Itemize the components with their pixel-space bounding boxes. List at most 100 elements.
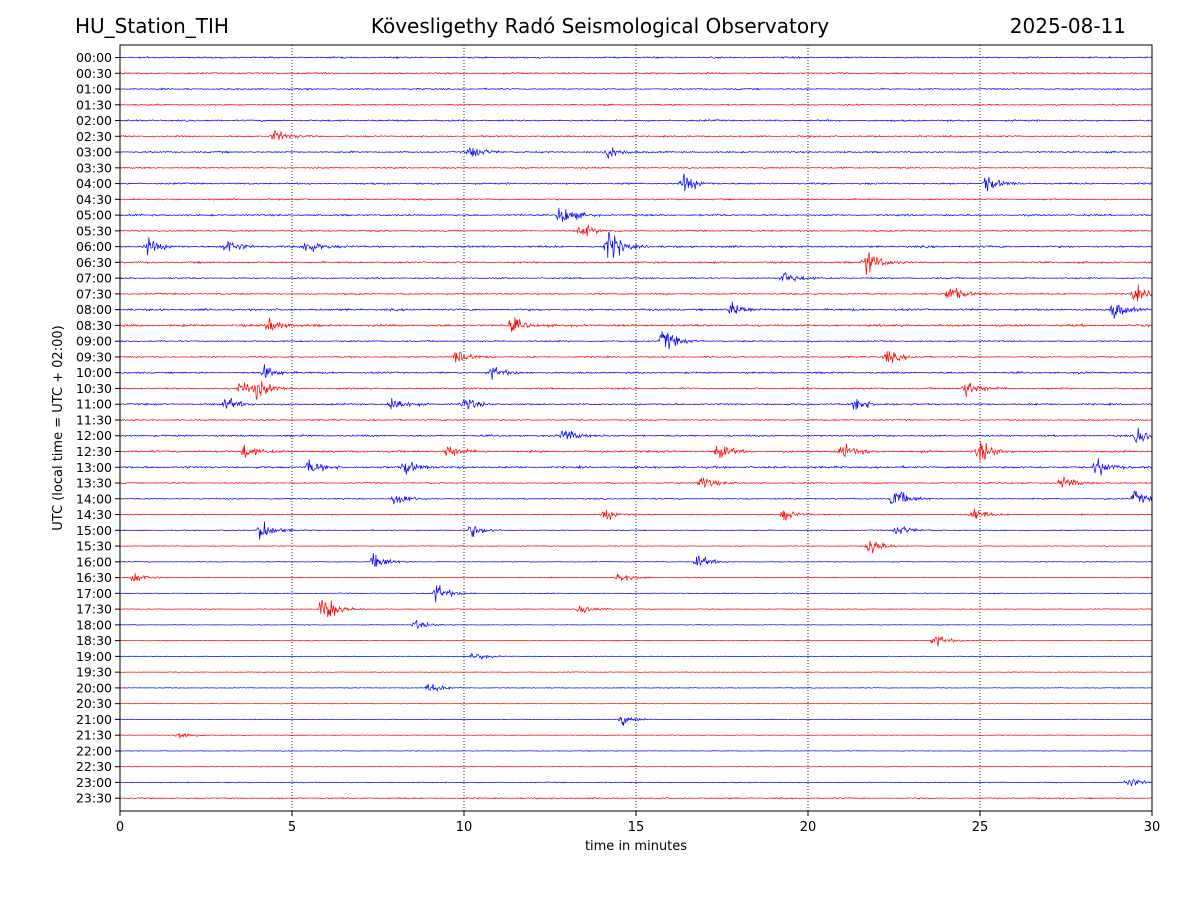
trace-row-2200 bbox=[119, 750, 1153, 752]
y-tick-label: 15:00 bbox=[76, 523, 112, 538]
x-tick-label: 0 bbox=[116, 820, 124, 835]
y-tick-label: 01:00 bbox=[76, 82, 112, 97]
trace-row-0330 bbox=[119, 166, 1153, 170]
x-tick-label: 25 bbox=[972, 820, 989, 835]
trace-layer bbox=[119, 55, 1153, 800]
y-tick-label: 05:30 bbox=[76, 223, 112, 238]
x-tick-label: 10 bbox=[456, 820, 473, 835]
y-tick-label: 22:00 bbox=[76, 743, 112, 758]
y-axis-label: UTC (local time = UTC + 02:00) bbox=[51, 325, 66, 530]
x-axis-label: time in minutes bbox=[585, 839, 687, 854]
y-tick-label: 15:30 bbox=[76, 539, 112, 554]
trace-row-1530 bbox=[119, 540, 1153, 554]
trace-row-0930 bbox=[119, 351, 1153, 364]
trace-row-1430 bbox=[119, 508, 1153, 521]
y-tick-label: 20:30 bbox=[76, 696, 112, 711]
y-tick-label: 19:30 bbox=[76, 665, 112, 680]
station-name: HU_Station_TIH bbox=[75, 14, 229, 38]
trace-row-2100 bbox=[119, 716, 1153, 726]
trace-row-1830 bbox=[119, 636, 1153, 647]
trace-row-0000 bbox=[119, 55, 1153, 60]
trace-row-0300 bbox=[119, 147, 1153, 160]
trace-row-0830 bbox=[119, 317, 1153, 332]
x-tick-label: 20 bbox=[800, 820, 817, 835]
trace-row-1000 bbox=[119, 364, 1152, 380]
y-tick-label: 22:30 bbox=[76, 759, 112, 774]
observatory-title: Kövesligethy Radó Seismological Observat… bbox=[370, 14, 830, 38]
trace-row-1930 bbox=[119, 671, 1153, 674]
trace-row-0030 bbox=[119, 71, 1153, 76]
y-tick-label: 01:30 bbox=[76, 97, 112, 112]
trace-row-0730 bbox=[119, 284, 1153, 302]
y-tick-label: 19:00 bbox=[76, 649, 112, 664]
y-tick-label: 10:30 bbox=[76, 381, 112, 396]
y-tick-label: 06:00 bbox=[76, 239, 112, 254]
y-tick-label: 02:30 bbox=[76, 129, 112, 144]
y-tick-label: 13:30 bbox=[76, 476, 112, 491]
trace-row-1130 bbox=[119, 418, 1153, 422]
y-tick-label: 16:30 bbox=[76, 570, 112, 585]
y-axis: 00:0000:3001:0001:3002:0002:3003:0003:30… bbox=[76, 50, 120, 806]
y-tick-label: 08:30 bbox=[76, 318, 112, 333]
trace-row-0630 bbox=[119, 252, 1153, 275]
y-tick-label: 07:00 bbox=[76, 271, 112, 286]
trace-row-2130 bbox=[119, 732, 1153, 739]
y-tick-label: 18:30 bbox=[76, 633, 112, 648]
trace-row-0800 bbox=[119, 301, 1153, 319]
y-tick-label: 06:30 bbox=[76, 255, 112, 270]
y-tick-label: 12:30 bbox=[76, 444, 112, 459]
trace-row-0400 bbox=[119, 173, 1153, 192]
y-tick-label: 18:00 bbox=[76, 617, 112, 632]
trace-row-1300 bbox=[119, 458, 1153, 476]
y-tick-label: 11:00 bbox=[76, 397, 112, 412]
y-tick-label: 23:00 bbox=[76, 775, 112, 790]
plot-background bbox=[120, 45, 1152, 811]
trace-row-0200 bbox=[119, 118, 1153, 123]
y-tick-label: 10:00 bbox=[76, 365, 112, 380]
trace-row-0900 bbox=[119, 331, 1153, 350]
y-tick-label: 09:30 bbox=[76, 349, 112, 364]
trace-row-1230 bbox=[119, 441, 1153, 462]
record-date: 2025-08-11 bbox=[1009, 14, 1126, 38]
y-tick-label: 11:30 bbox=[76, 412, 112, 427]
trace-row-0600 bbox=[119, 232, 1153, 259]
trace-row-0130 bbox=[119, 103, 1153, 107]
y-tick-label: 05:00 bbox=[76, 208, 112, 223]
trace-row-1100 bbox=[119, 397, 1153, 410]
trace-row-0430 bbox=[119, 197, 1153, 201]
trace-row-0530 bbox=[119, 224, 1153, 237]
x-axis: 0 5 10 15 20 25 30 bbox=[116, 811, 1160, 835]
trace-row-1700 bbox=[119, 585, 1153, 603]
trace-row-0230 bbox=[119, 130, 1153, 141]
trace-row-2000 bbox=[119, 683, 1153, 692]
trace-row-1330 bbox=[119, 476, 1153, 488]
y-tick-label: 23:30 bbox=[76, 791, 112, 806]
trace-row-0700 bbox=[119, 272, 1153, 283]
y-tick-label: 03:00 bbox=[76, 145, 112, 160]
y-tick-label: 04:30 bbox=[76, 192, 112, 207]
y-tick-label: 16:00 bbox=[76, 554, 112, 569]
y-tick-label: 08:00 bbox=[76, 302, 112, 317]
y-tick-label: 09:00 bbox=[76, 334, 112, 349]
y-tick-label: 14:00 bbox=[76, 491, 112, 506]
y-tick-label: 04:00 bbox=[76, 176, 112, 191]
trace-row-1730 bbox=[119, 600, 1153, 618]
trace-row-0500 bbox=[119, 207, 1153, 222]
y-tick-label: 03:30 bbox=[76, 160, 112, 175]
trace-row-2230 bbox=[119, 765, 1153, 768]
trace-row-0100 bbox=[119, 87, 1153, 91]
y-tick-label: 17:00 bbox=[76, 586, 112, 601]
trace-row-1630 bbox=[119, 573, 1153, 582]
trace-row-2030 bbox=[119, 702, 1153, 705]
trace-row-1030 bbox=[119, 381, 1153, 400]
trace-row-1400 bbox=[119, 490, 1153, 505]
y-tick-label: 21:30 bbox=[76, 728, 112, 743]
y-tick-label: 14:30 bbox=[76, 507, 112, 522]
y-tick-label: 13:00 bbox=[76, 460, 112, 475]
y-tick-label: 00:00 bbox=[76, 50, 112, 65]
trace-row-1800 bbox=[119, 620, 1153, 630]
x-tick-label: 30 bbox=[1144, 820, 1161, 835]
y-tick-label: 02:00 bbox=[76, 113, 112, 128]
y-tick-label: 20:00 bbox=[76, 680, 112, 695]
trace-row-1600 bbox=[119, 553, 1153, 567]
